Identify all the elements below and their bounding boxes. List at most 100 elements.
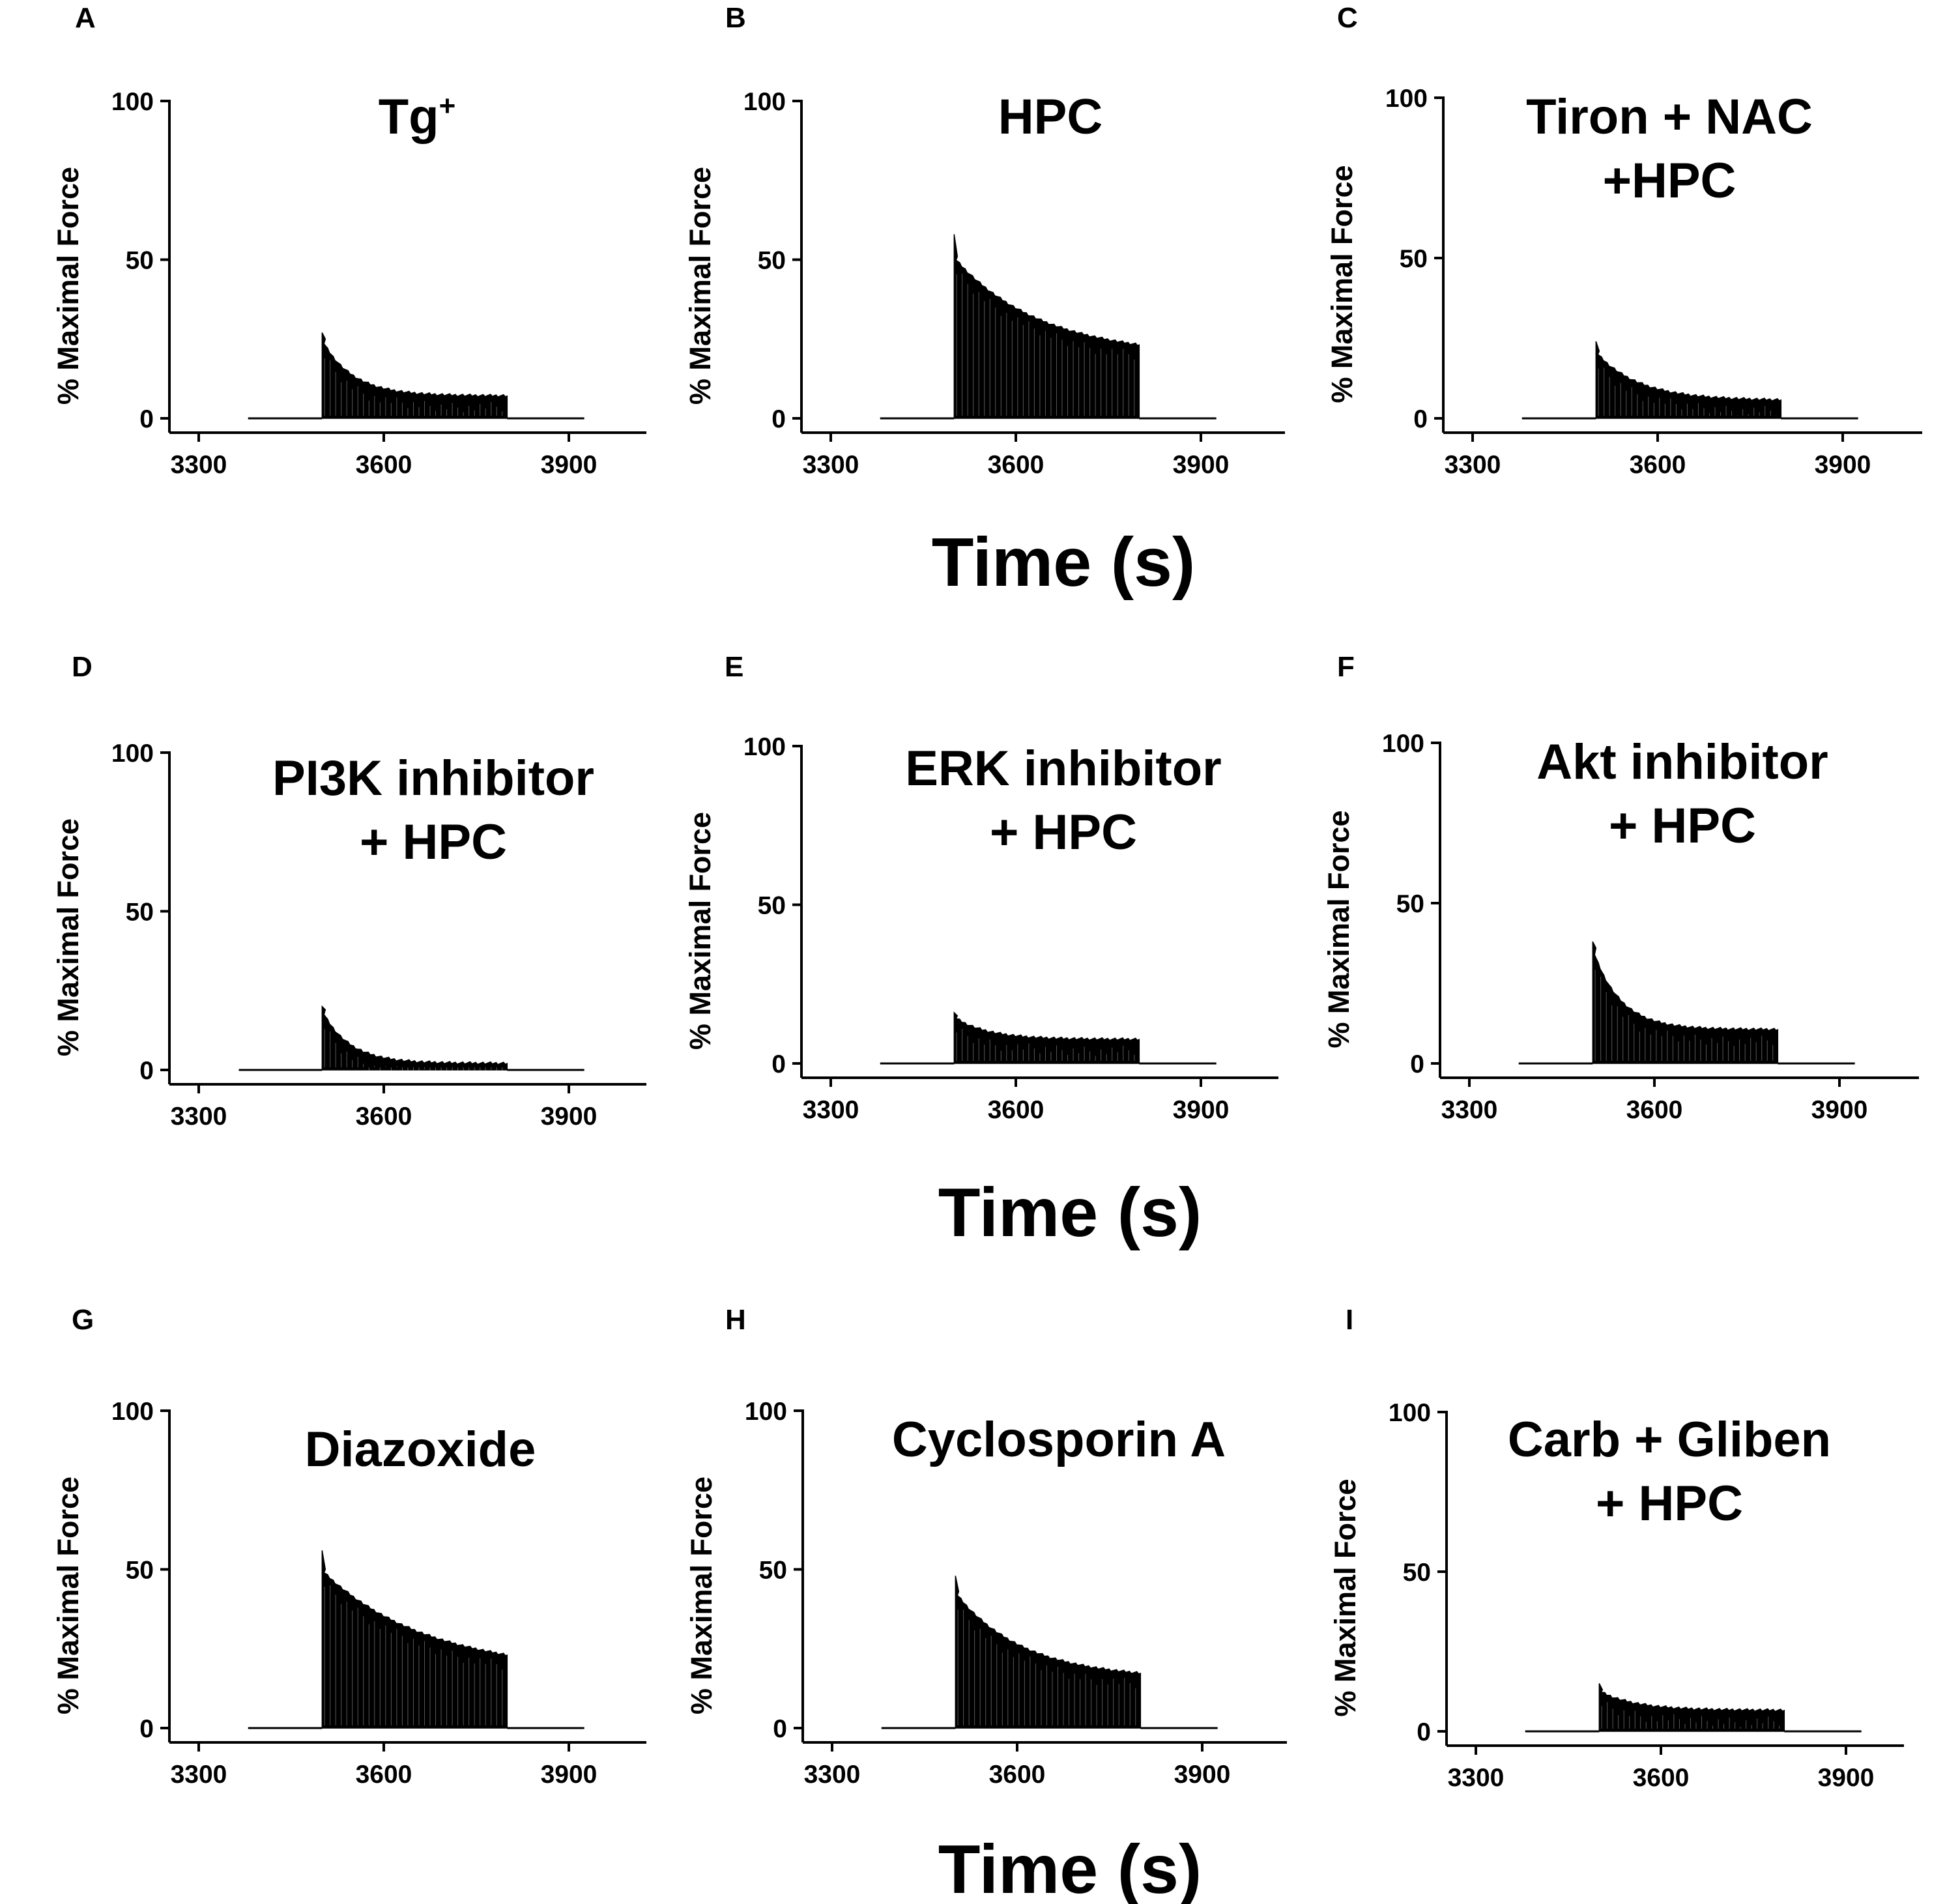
y-tick-label: 50: [1400, 245, 1428, 273]
panel-letter: B: [725, 2, 746, 34]
x-tick-label: 3600: [1626, 1096, 1683, 1124]
x-tick-label: 3900: [541, 451, 598, 479]
force-trace: [321, 332, 508, 419]
panel-title: HPC: [998, 89, 1102, 145]
y-tick-label: 100: [111, 1398, 154, 1426]
y-tick-label: 0: [1413, 405, 1428, 433]
panel-title: Cyclosporin A: [892, 1412, 1226, 1467]
y-tick-label: 100: [743, 733, 786, 761]
x-tick-label: 3900: [1173, 1096, 1230, 1124]
panel-d: D 0 50 100 3300 3600 3900 % Maximal Force PI3K i…: [51, 651, 646, 1131]
y-axis-label: % Maximal Force: [51, 167, 85, 405]
force-trace: [1598, 1683, 1785, 1732]
x-tick-label: 3600: [988, 451, 1045, 479]
x-tick-label: 3900: [541, 1103, 598, 1131]
x-tick-label: 3300: [804, 1761, 861, 1789]
x-axis-label-row-1: Time (s): [932, 524, 1196, 601]
panel-f: F 0 50 100 3300 3600 3900 % Maximal Force Akt in…: [1322, 651, 1919, 1124]
panel-letter: A: [75, 2, 96, 34]
y-tick-label: 0: [1410, 1050, 1424, 1078]
x-tick-label: 3300: [803, 451, 859, 479]
y-tick-label: 100: [1389, 1399, 1431, 1427]
x-tick-label: 3600: [356, 451, 412, 479]
x-tick-label: 3600: [356, 1761, 412, 1789]
x-axis-label-row-2: Time (s): [938, 1174, 1202, 1251]
y-axis-label: % Maximal Force: [51, 818, 85, 1056]
y-tick-label: 0: [139, 1715, 154, 1743]
y-tick-label: 50: [758, 247, 786, 275]
y-tick-label: 0: [773, 1715, 787, 1743]
panel-e: E 0 50 100 3300 3600 3900 % Maximal Force ERK in…: [684, 651, 1278, 1124]
x-tick-label: 3900: [1174, 1761, 1231, 1789]
panel-letter: C: [1337, 2, 1358, 34]
panel-title: +HPC: [1603, 153, 1737, 209]
y-axis-label: % Maximal Force: [51, 1477, 85, 1714]
y-tick-label: 50: [1396, 890, 1424, 918]
y-tick-label: 100: [111, 88, 154, 116]
panel-g: G 0 50 100 3300 3600 3900 % Maximal Force Diazox…: [51, 1304, 646, 1789]
y-tick-label: 50: [126, 899, 154, 927]
y-tick-label: 50: [1403, 1559, 1431, 1587]
x-tick-label: 3300: [1441, 1096, 1498, 1124]
panel-title: ERK inhibitor: [905, 741, 1222, 796]
panel-c: C 0 50 100 3300 3600 3900 % Maximal Force Tiron …: [1325, 2, 1922, 479]
y-tick-label: 0: [139, 1057, 154, 1085]
x-tick-label: 3900: [1815, 451, 1871, 479]
panel-title: + HPC: [990, 805, 1137, 860]
y-tick-label: 100: [743, 88, 786, 116]
y-axis-label: % Maximal Force: [684, 167, 717, 405]
force-trace: [955, 1576, 1142, 1729]
panel-letter: I: [1346, 1304, 1353, 1336]
y-tick-label: 0: [1417, 1718, 1431, 1746]
force-trace: [953, 1011, 1140, 1064]
y-tick-label: 50: [126, 1557, 154, 1585]
y-axis-label: % Maximal Force: [684, 812, 717, 1050]
panel-title: Diazoxide: [305, 1422, 536, 1477]
panel-title: + HPC: [360, 815, 507, 870]
x-tick-label: 3600: [1630, 451, 1686, 479]
force-trace: [321, 1005, 508, 1071]
panel-title: Akt inhibitor: [1536, 734, 1828, 790]
y-tick-label: 100: [745, 1398, 787, 1426]
x-tick-label: 3600: [988, 1096, 1045, 1124]
panel-b: B 0 50 100 3300 3600 3900 % Maximal Force HPC: [684, 2, 1285, 479]
panel-title: + HPC: [1596, 1476, 1743, 1531]
panel-letter: E: [725, 651, 743, 683]
x-tick-label: 3600: [1633, 1764, 1690, 1792]
x-tick-label: 3600: [989, 1761, 1046, 1789]
x-tick-label: 3900: [1811, 1096, 1868, 1124]
panel-letter: H: [725, 1304, 746, 1336]
y-tick-label: 0: [771, 405, 786, 433]
force-trace: [1592, 941, 1779, 1064]
y-tick-label: 50: [759, 1557, 787, 1585]
panel-i: I 0 50 100 3300 3600 3900 % Maximal Force Carb +…: [1329, 1304, 1904, 1792]
panel-h: H 0 50 100 3300 3600 3900 % Maximal Force Cyclos…: [685, 1304, 1287, 1789]
force-trace: [321, 1550, 508, 1729]
y-axis-label: % Maximal Force: [1329, 1478, 1362, 1716]
panel-title: + HPC: [1609, 798, 1756, 854]
x-tick-label: 3300: [171, 1761, 227, 1789]
x-tick-label: 3600: [356, 1103, 412, 1131]
x-tick-label: 3300: [1445, 451, 1501, 479]
x-tick-label: 3300: [1448, 1764, 1505, 1792]
y-tick-label: 50: [126, 247, 154, 275]
y-axis-label: % Maximal Force: [685, 1477, 718, 1714]
y-axis-label: % Maximal Force: [1325, 165, 1359, 403]
y-tick-label: 100: [1385, 85, 1428, 113]
panel-letter: F: [1337, 651, 1355, 683]
x-tick-label: 3900: [1818, 1764, 1875, 1792]
panel-title: Tiron + NAC: [1526, 89, 1813, 145]
force-trace: [1595, 341, 1782, 419]
panel-title: Carb + Gliben: [1508, 1412, 1831, 1467]
y-tick-label: 50: [758, 892, 786, 920]
x-tick-label: 3900: [1173, 451, 1230, 479]
y-axis-label: % Maximal Force: [1322, 810, 1355, 1048]
x-tick-label: 3300: [803, 1096, 859, 1124]
y-tick-label: 0: [771, 1050, 786, 1078]
x-tick-label: 3300: [171, 451, 227, 479]
y-tick-label: 100: [1382, 730, 1424, 758]
x-tick-label: 3300: [171, 1103, 227, 1131]
